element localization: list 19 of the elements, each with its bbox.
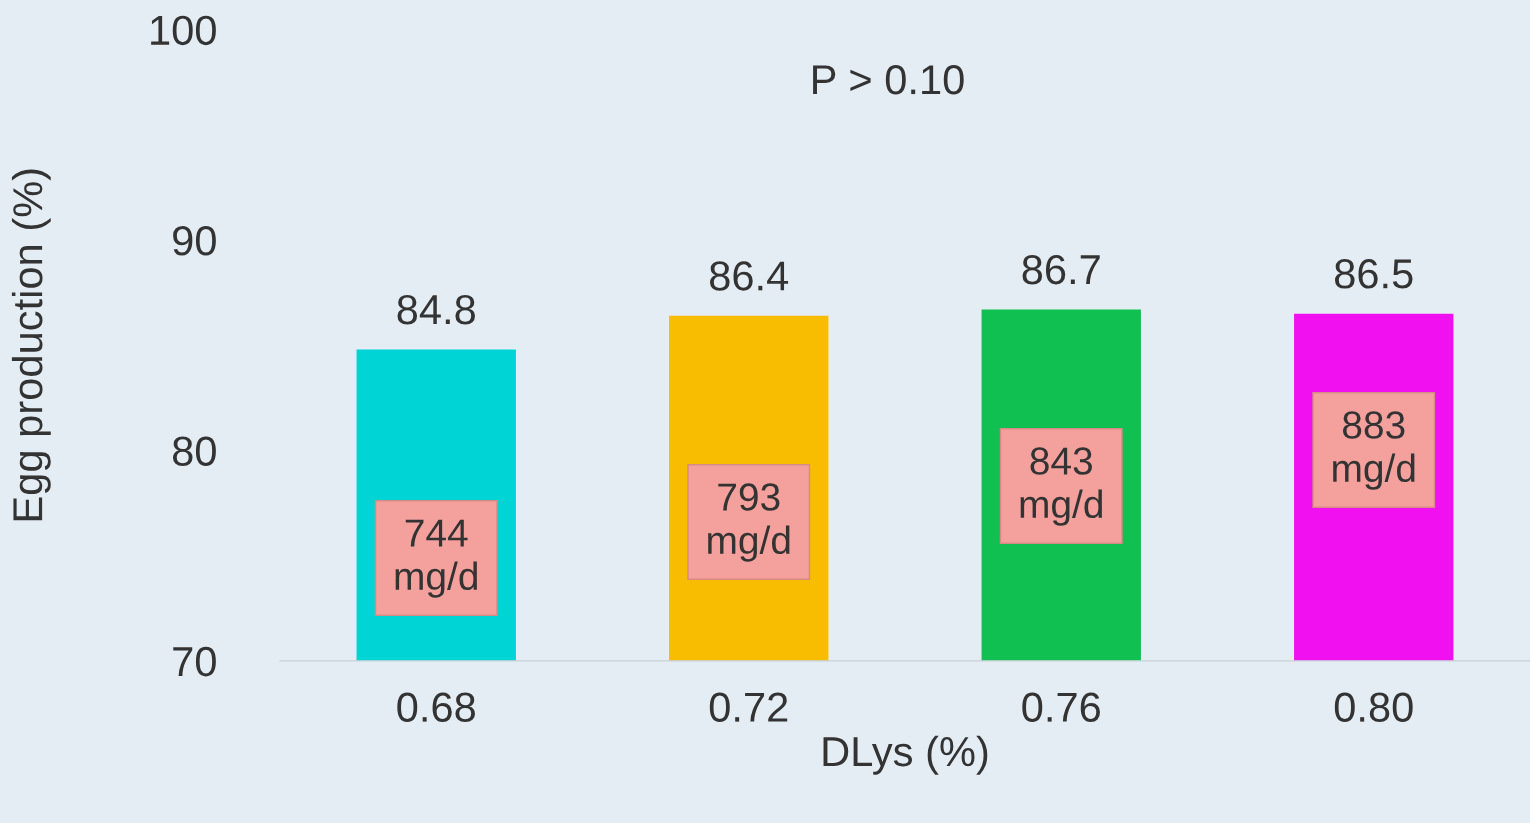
data-label: 86.5 [1335, 259, 1413, 289]
data-label: 86.4 [710, 261, 789, 291]
x-tick-label: 0.76 [1022, 692, 1100, 723]
x-axis-title: DLys (%) [823, 735, 988, 775]
y-axis-title: Egg production (%) [11, 169, 51, 521]
annotation: P > 0.10 [813, 64, 964, 95]
annotation: 883 mg/d [1333, 411, 1415, 490]
y-tick-label: 80 [172, 436, 216, 466]
y-tick-label: 90 [173, 226, 216, 256]
x-tick-label: 0.68 [397, 692, 475, 723]
y-tick-label: 100 [151, 15, 216, 46]
x-tick-label: 0.80 [1334, 692, 1413, 723]
annotation: 843 mg/d [1020, 447, 1102, 526]
data-label: 84.8 [397, 294, 475, 325]
data-label: 86.7 [1022, 254, 1100, 285]
annotation: 793 mg/d [708, 483, 790, 562]
annotation: 744 mg/d [395, 519, 477, 598]
y-tick-label: 70 [173, 646, 216, 677]
x-tick-label: 0.72 [709, 692, 788, 723]
